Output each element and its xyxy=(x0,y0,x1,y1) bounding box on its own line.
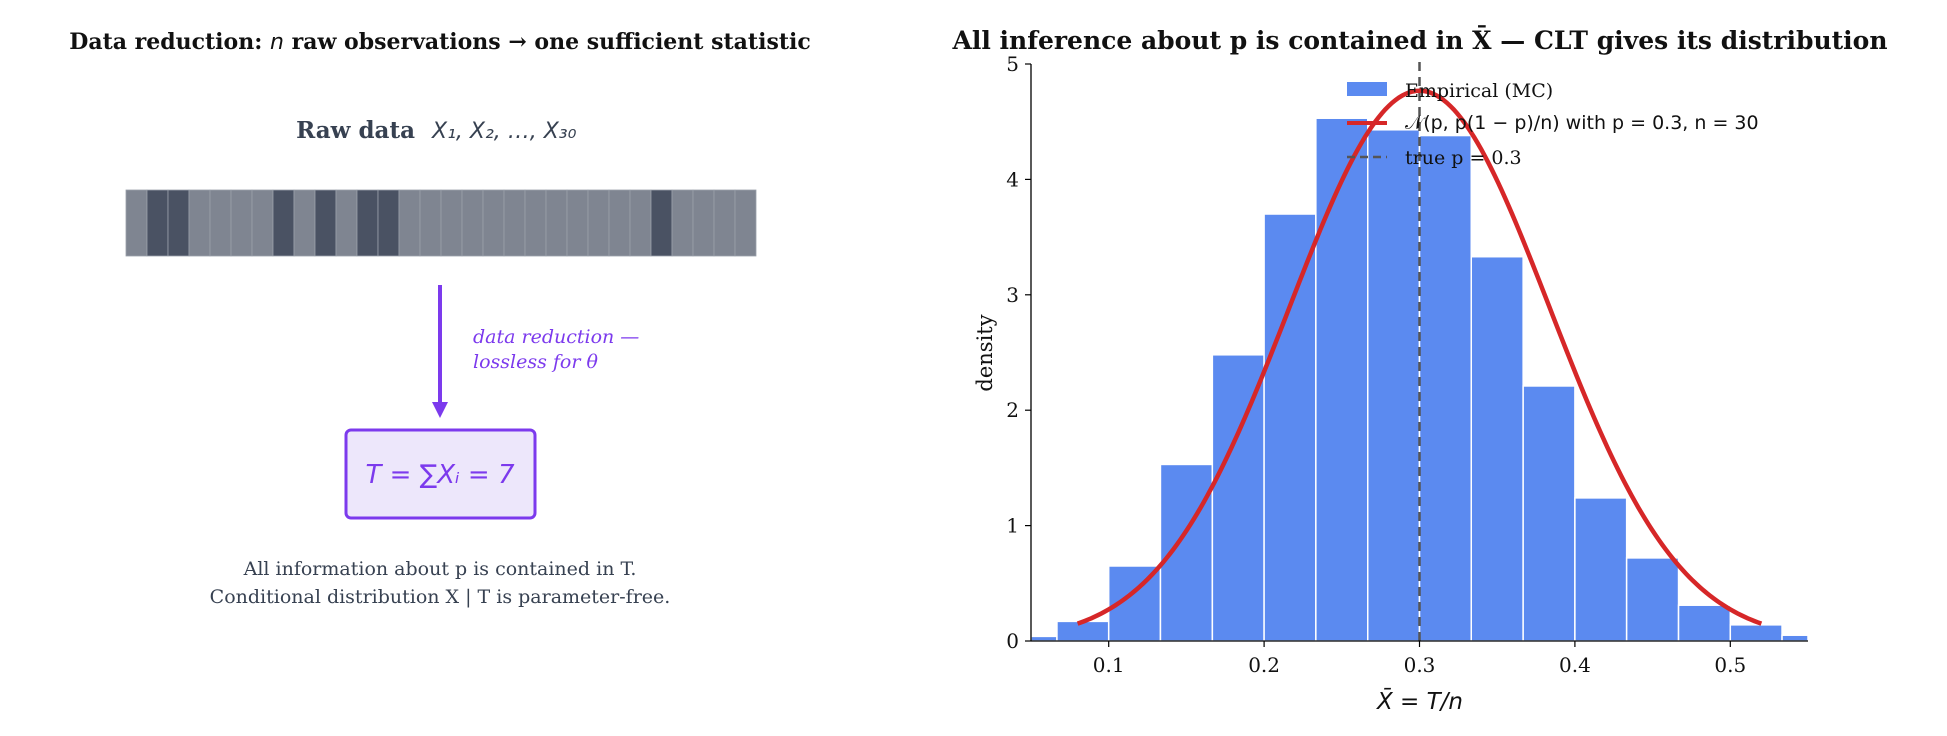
y-tick-label: 5 xyxy=(1006,52,1019,76)
x-tick-label: 0.3 xyxy=(1404,653,1436,677)
caption-line2: Conditional distribution X | T is parame… xyxy=(210,586,671,608)
legend-label-empirical: Empirical (MC) xyxy=(1405,80,1553,102)
x-axis-ticks: 0.1 0.2 0.3 0.4 0.5 xyxy=(1093,641,1746,677)
histogram-bar xyxy=(1030,635,1058,642)
observation-cell xyxy=(545,189,568,257)
legend: Empirical (MC) 𝒩(p, p(1 − p)/n) with p =… xyxy=(1347,80,1759,169)
histogram-bar xyxy=(1315,117,1369,642)
histogram-bar xyxy=(1056,620,1110,642)
histogram-bar xyxy=(1367,129,1421,642)
observation-cell xyxy=(524,189,547,257)
observation-strip xyxy=(125,189,757,257)
left-panel-title: Data reduction: n raw observations → one… xyxy=(69,29,811,55)
y-axis-label: density xyxy=(973,314,997,391)
histogram-bar xyxy=(1470,255,1524,642)
histogram-bar xyxy=(1781,634,1809,642)
observation-cell xyxy=(146,189,169,257)
observation-cell xyxy=(650,189,673,257)
sufficient-statistic-formula: T = ∑Xᵢ = 7 xyxy=(365,460,514,490)
y-axis-ticks: 0 1 2 3 4 5 xyxy=(1006,52,1031,653)
observation-cell xyxy=(671,189,694,257)
observation-cell xyxy=(482,189,505,257)
observation-cell xyxy=(734,189,757,257)
observation-cell xyxy=(629,189,652,257)
reduction-label-line1: data reduction — xyxy=(473,326,639,348)
observation-cell xyxy=(566,189,589,257)
legend-label-normal-curve: 𝒩(p, p(1 − p)/n) with p = 0.3, n = 30 xyxy=(1405,112,1759,134)
histogram-bar xyxy=(1574,497,1628,642)
observation-cell xyxy=(188,189,211,257)
observation-cell xyxy=(440,189,463,257)
y-tick-label: 3 xyxy=(1006,283,1019,307)
observation-cell xyxy=(167,189,190,257)
y-tick-label: 1 xyxy=(1006,514,1019,538)
observation-cell xyxy=(293,189,316,257)
observation-cell xyxy=(503,189,526,257)
histogram-bar xyxy=(1263,213,1317,642)
observation-cell xyxy=(209,189,232,257)
sufficient-statistic-box xyxy=(344,428,537,520)
reduction-arrow-head xyxy=(432,402,448,418)
observation-cell xyxy=(230,189,253,257)
normal-curve-group xyxy=(1076,88,1763,626)
observation-cell xyxy=(419,189,442,257)
observation-cell xyxy=(587,189,610,257)
x-tick-label: 0.1 xyxy=(1093,653,1125,677)
normal-curve xyxy=(1076,88,1763,626)
x-tick-label: 0.2 xyxy=(1248,653,1280,677)
histogram-bar xyxy=(1211,354,1265,642)
histogram-bars xyxy=(1030,117,1809,642)
y-tick-label: 0 xyxy=(1006,629,1019,653)
observation-cell xyxy=(692,189,715,257)
caption-line1: All information about p is contained in … xyxy=(243,558,637,580)
x-tick-label: 0.5 xyxy=(1714,653,1746,677)
legend-label-true-p: true p = 0.3 xyxy=(1405,147,1522,169)
left-panel: Data reduction: n raw observations → one… xyxy=(69,29,811,608)
legend-swatch-empirical xyxy=(1347,82,1387,96)
observation-cell xyxy=(461,189,484,257)
observation-cell xyxy=(314,189,337,257)
observation-cell xyxy=(251,189,274,257)
raw-data-variables: X₁, X₂, …, X₃₀ xyxy=(431,119,577,144)
observation-cell xyxy=(608,189,631,257)
histogram-chart: All inference about p is contained in X̄… xyxy=(951,25,1887,715)
histogram-bar xyxy=(1418,134,1472,642)
observation-cell xyxy=(125,189,148,257)
histogram-bar xyxy=(1729,624,1783,642)
y-tick-label: 4 xyxy=(1006,167,1019,191)
observation-cell xyxy=(272,189,295,257)
x-tick-label: 0.4 xyxy=(1559,653,1591,677)
x-axis-label: X̄ = T/n xyxy=(1376,687,1463,715)
observation-cell xyxy=(398,189,421,257)
observation-cell xyxy=(377,189,400,257)
histogram-bar xyxy=(1625,557,1680,642)
observation-cell xyxy=(335,189,358,257)
histogram-bar xyxy=(1522,385,1576,642)
observation-cell xyxy=(356,189,379,257)
raw-data-label: Raw data xyxy=(296,117,415,144)
reduction-label-line2: lossless for θ xyxy=(473,351,598,373)
observation-cell xyxy=(713,189,736,257)
histogram-bar xyxy=(1677,604,1732,642)
chart-title: All inference about p is contained in X̄… xyxy=(951,25,1887,55)
y-tick-label: 2 xyxy=(1006,398,1019,422)
